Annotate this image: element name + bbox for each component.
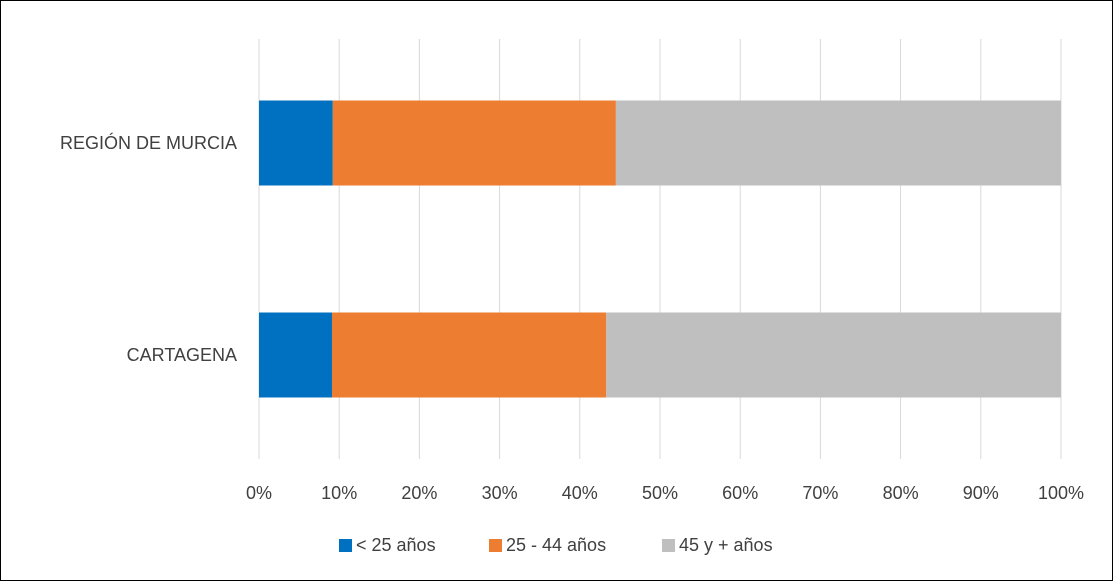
x-tick-label: 80%	[883, 483, 919, 503]
category-labels: REGIÓN DE MURCIA CARTAGENA	[60, 132, 237, 365]
legend-swatch	[339, 539, 352, 552]
bar-segment	[259, 100, 333, 186]
x-tick-label: 20%	[401, 483, 437, 503]
category-label: CARTAGENA	[127, 345, 237, 365]
x-tick-label: 100%	[1038, 483, 1084, 503]
bar-segment	[615, 100, 1061, 186]
bar-segment	[332, 100, 616, 186]
legend-label: < 25 años	[356, 535, 436, 555]
bar-segment	[259, 312, 332, 398]
bars	[259, 100, 1061, 398]
x-tick-label: 40%	[562, 483, 598, 503]
x-tick-label: 0%	[246, 483, 272, 503]
x-tick-label: 50%	[642, 483, 678, 503]
x-tick-label: 90%	[963, 483, 999, 503]
legend-label: 45 y + años	[679, 535, 773, 555]
legend-swatch	[489, 539, 502, 552]
x-tick-label: 30%	[482, 483, 518, 503]
x-tick-label: 10%	[321, 483, 357, 503]
legend-swatch	[662, 539, 675, 552]
bar-segment	[606, 312, 1061, 398]
legend-label: 25 - 44 años	[506, 535, 606, 555]
category-label: REGIÓN DE MURCIA	[60, 132, 237, 153]
bar-segment	[331, 312, 607, 398]
x-tick-label: 70%	[802, 483, 838, 503]
x-tick-label: 60%	[722, 483, 758, 503]
legend: < 25 años 25 - 44 años 45 y + años	[339, 535, 773, 555]
x-axis-ticks: 0% 10% 20% 30% 40% 50% 60% 70% 80% 90% 100%	[246, 483, 1084, 503]
